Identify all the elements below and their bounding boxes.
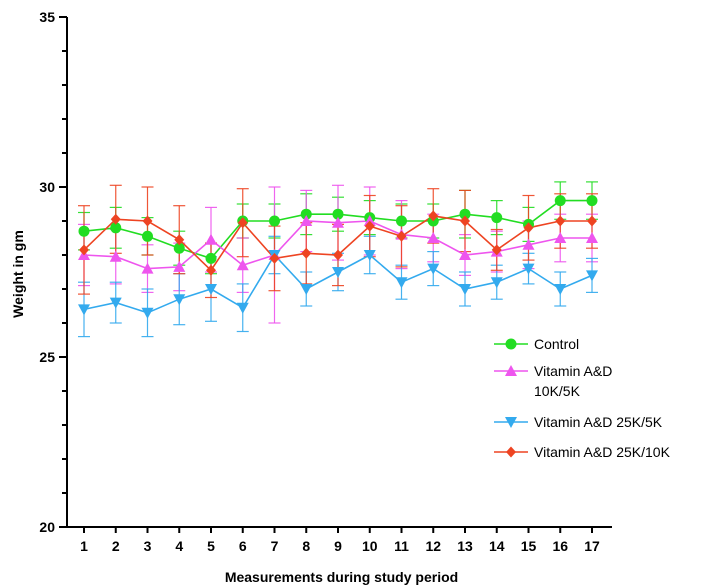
data-point <box>141 262 154 274</box>
data-point <box>555 215 566 227</box>
data-point <box>142 230 153 242</box>
data-point <box>586 195 598 207</box>
y-axis-title: Weight in gm <box>10 230 26 318</box>
data-point <box>237 217 248 229</box>
data-point <box>269 252 280 264</box>
data-point <box>364 220 375 232</box>
x-tick-label: 6 <box>239 538 247 554</box>
data-point <box>110 213 121 225</box>
data-point <box>174 234 185 246</box>
data-point <box>109 250 122 262</box>
data-point <box>332 216 344 228</box>
data-point <box>78 225 90 237</box>
x-tick-label: 2 <box>112 538 120 554</box>
data-point <box>332 267 344 278</box>
x-tick-label: 12 <box>425 538 441 554</box>
data-point <box>459 249 471 260</box>
legend-label: Vitamin A&D 25K/5K <box>534 414 663 430</box>
data-point <box>205 233 217 245</box>
data-point <box>300 284 313 295</box>
x-tick-label: 5 <box>207 538 215 554</box>
data-point <box>428 210 439 222</box>
legend: Control Vitamin A&D 10K/5K Vitamin A&D 25K/… <box>494 336 671 460</box>
x-ticks: 1 2 3 4 5 6 7 8 9 10 11 12 13 14 15 16 17 <box>80 527 600 554</box>
data-point <box>363 215 376 226</box>
y-tick-label: 20 <box>39 519 55 535</box>
data-point <box>173 260 186 272</box>
x-tick-label: 7 <box>271 538 279 554</box>
legend-label: Vitamin A&D <box>534 363 612 379</box>
data-point <box>396 215 407 227</box>
data-point <box>395 277 408 289</box>
data-point <box>110 222 122 234</box>
data-point <box>523 222 534 234</box>
data-point <box>78 304 90 316</box>
data-point <box>205 284 217 295</box>
data-point <box>522 263 535 275</box>
data-point <box>141 307 154 319</box>
data-point <box>332 208 344 220</box>
data-point <box>554 195 566 207</box>
x-tick-label: 3 <box>144 538 152 554</box>
data-point <box>236 302 249 314</box>
data-point <box>205 252 217 264</box>
data-point <box>427 263 440 275</box>
x-tick-label: 16 <box>552 538 568 554</box>
x-tick-label: 1 <box>80 538 88 554</box>
y-tick-label: 35 <box>39 9 55 25</box>
data-point <box>300 215 313 226</box>
data-point <box>173 294 186 306</box>
data-point <box>522 238 535 250</box>
data-point <box>142 215 153 227</box>
x-tick-label: 4 <box>175 538 183 554</box>
data-point <box>554 284 567 295</box>
data-point <box>490 277 503 289</box>
x-tick-label: 13 <box>457 538 473 554</box>
series-markers-layer <box>78 195 598 319</box>
legend-label: 10K/5K <box>534 383 581 399</box>
data-point <box>236 259 249 271</box>
x-tick-label: 10 <box>362 538 378 554</box>
x-tick-label: 14 <box>489 538 505 554</box>
data-point <box>333 249 343 261</box>
data-point <box>396 230 407 242</box>
data-point <box>491 244 502 256</box>
data-point <box>427 232 440 243</box>
legend-swatch-marker <box>506 446 516 458</box>
data-point <box>587 215 597 227</box>
data-point <box>554 232 567 243</box>
x-tick-label: 17 <box>584 538 600 554</box>
y-tick-label: 30 <box>39 179 55 195</box>
legend-swatch-marker <box>505 365 517 376</box>
legend-label: Vitamin A&D 25K/10K <box>534 444 671 460</box>
x-tick-label: 9 <box>334 538 342 554</box>
data-point <box>363 250 376 261</box>
data-point <box>459 284 471 295</box>
legend-swatch-marker <box>505 417 517 428</box>
data-point <box>79 244 89 256</box>
data-point <box>206 264 216 276</box>
data-point <box>300 208 312 220</box>
x-tick-label: 11 <box>394 538 409 554</box>
legend-swatch-marker <box>505 338 517 350</box>
data-point <box>491 212 503 224</box>
data-point <box>269 215 280 227</box>
legend-label: Control <box>534 336 579 352</box>
y-tick-label: 25 <box>39 349 55 365</box>
y-ticks: 20 25 30 35 <box>39 9 67 535</box>
data-point <box>109 297 122 309</box>
data-point <box>459 208 471 220</box>
axes-layer <box>66 17 612 528</box>
data-point <box>586 270 598 282</box>
x-tick-label: 15 <box>521 538 537 554</box>
data-point <box>460 215 470 227</box>
x-axis-title: Measurements during study period <box>225 569 458 585</box>
data-point <box>173 242 185 254</box>
x-tick-label: 8 <box>302 538 310 554</box>
data-point <box>586 232 598 243</box>
data-point <box>301 247 312 259</box>
